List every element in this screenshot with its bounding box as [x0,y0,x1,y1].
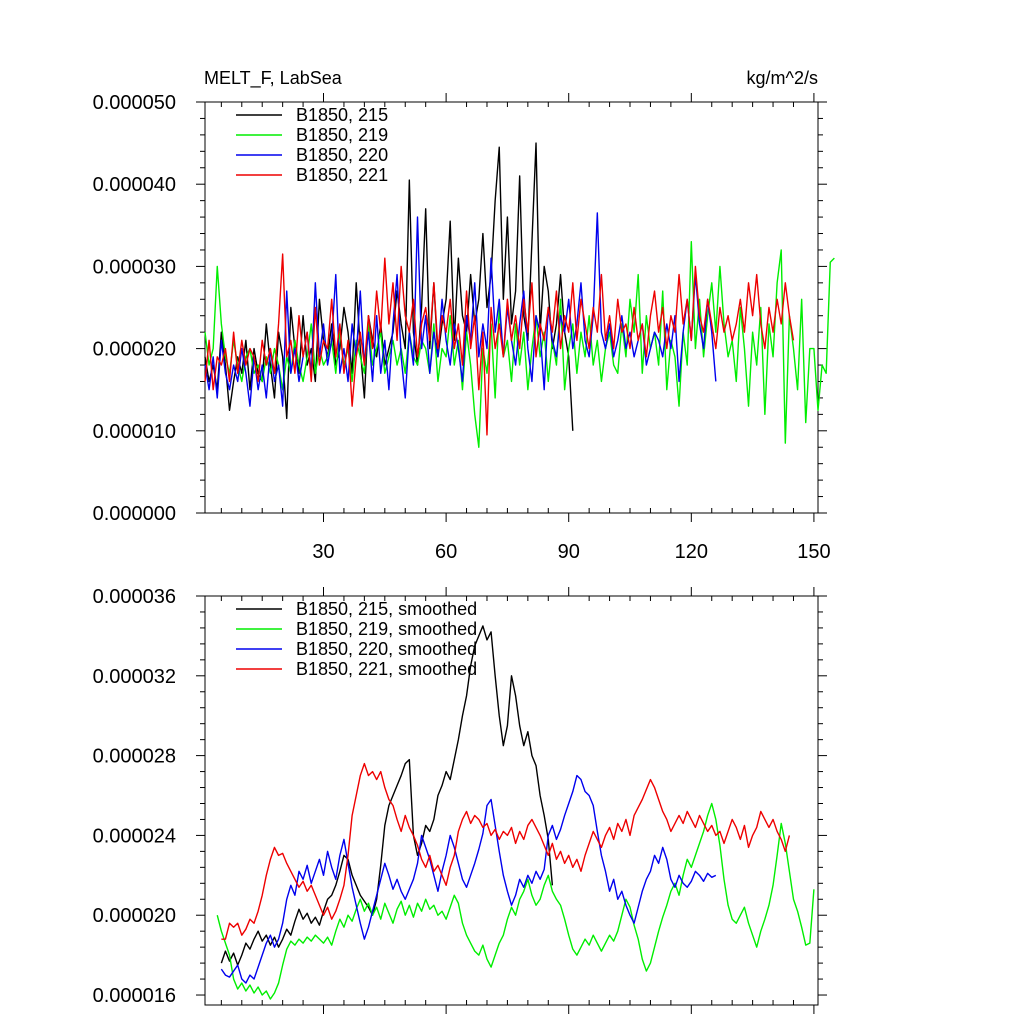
y-tick-label: 0.000000 [93,503,176,525]
series-line [220,774,717,984]
series-line [204,241,835,448]
y-tick-label: 0.000050 [93,92,176,114]
series-line [204,142,574,431]
x-tick-label: 90 [558,541,580,563]
top-panel-title: MELT_F, LabSea [204,68,343,89]
legend-label: B1850, 215 [296,105,388,125]
y-tick-label: 0.000010 [93,421,176,443]
x-tick-label: 150 [797,541,830,563]
series-line [221,762,791,940]
y-tick-label: 0.000030 [93,256,176,278]
y-tick-label: 0.000020 [93,339,176,361]
legend-label: B1850, 220, smoothed [296,639,477,659]
x-tick-label: 60 [435,541,457,563]
series-line [204,253,795,436]
y-tick-label: 0.000024 [93,825,176,847]
y-tick-label: 0.000036 [93,586,176,608]
y-tick-label: 0.000016 [93,985,176,1007]
legend-label: B1850, 221 [296,165,388,185]
y-tick-label: 0.000028 [93,746,176,768]
legend-label: B1850, 221, smoothed [296,659,477,679]
x-tick-label: 120 [675,541,708,563]
y-tick-label: 0.000040 [93,174,176,196]
bottom-panel: 0.000016 0.000020 0.000024 0.000028 0.000032… [93,586,827,1014]
legend-label: B1850, 219 [296,125,388,145]
series-line [216,802,815,1000]
top-panel-units: kg/m^2/s [747,68,818,88]
top-panel: MELT_F, LabSea kg/m^2/s 30 60 90 120 150 0.00… [93,68,835,563]
legend-label: B1850, 219, smoothed [296,619,477,639]
y-tick-label: 0.000032 [93,666,176,688]
plot-frame [204,101,819,514]
y-tick-label: 0.000020 [93,905,176,927]
plot-frame [204,595,819,1006]
x-tick-label: 30 [312,541,334,563]
legend-label: B1850, 215, smoothed [296,599,477,619]
legend-label: B1850, 220 [296,145,388,165]
